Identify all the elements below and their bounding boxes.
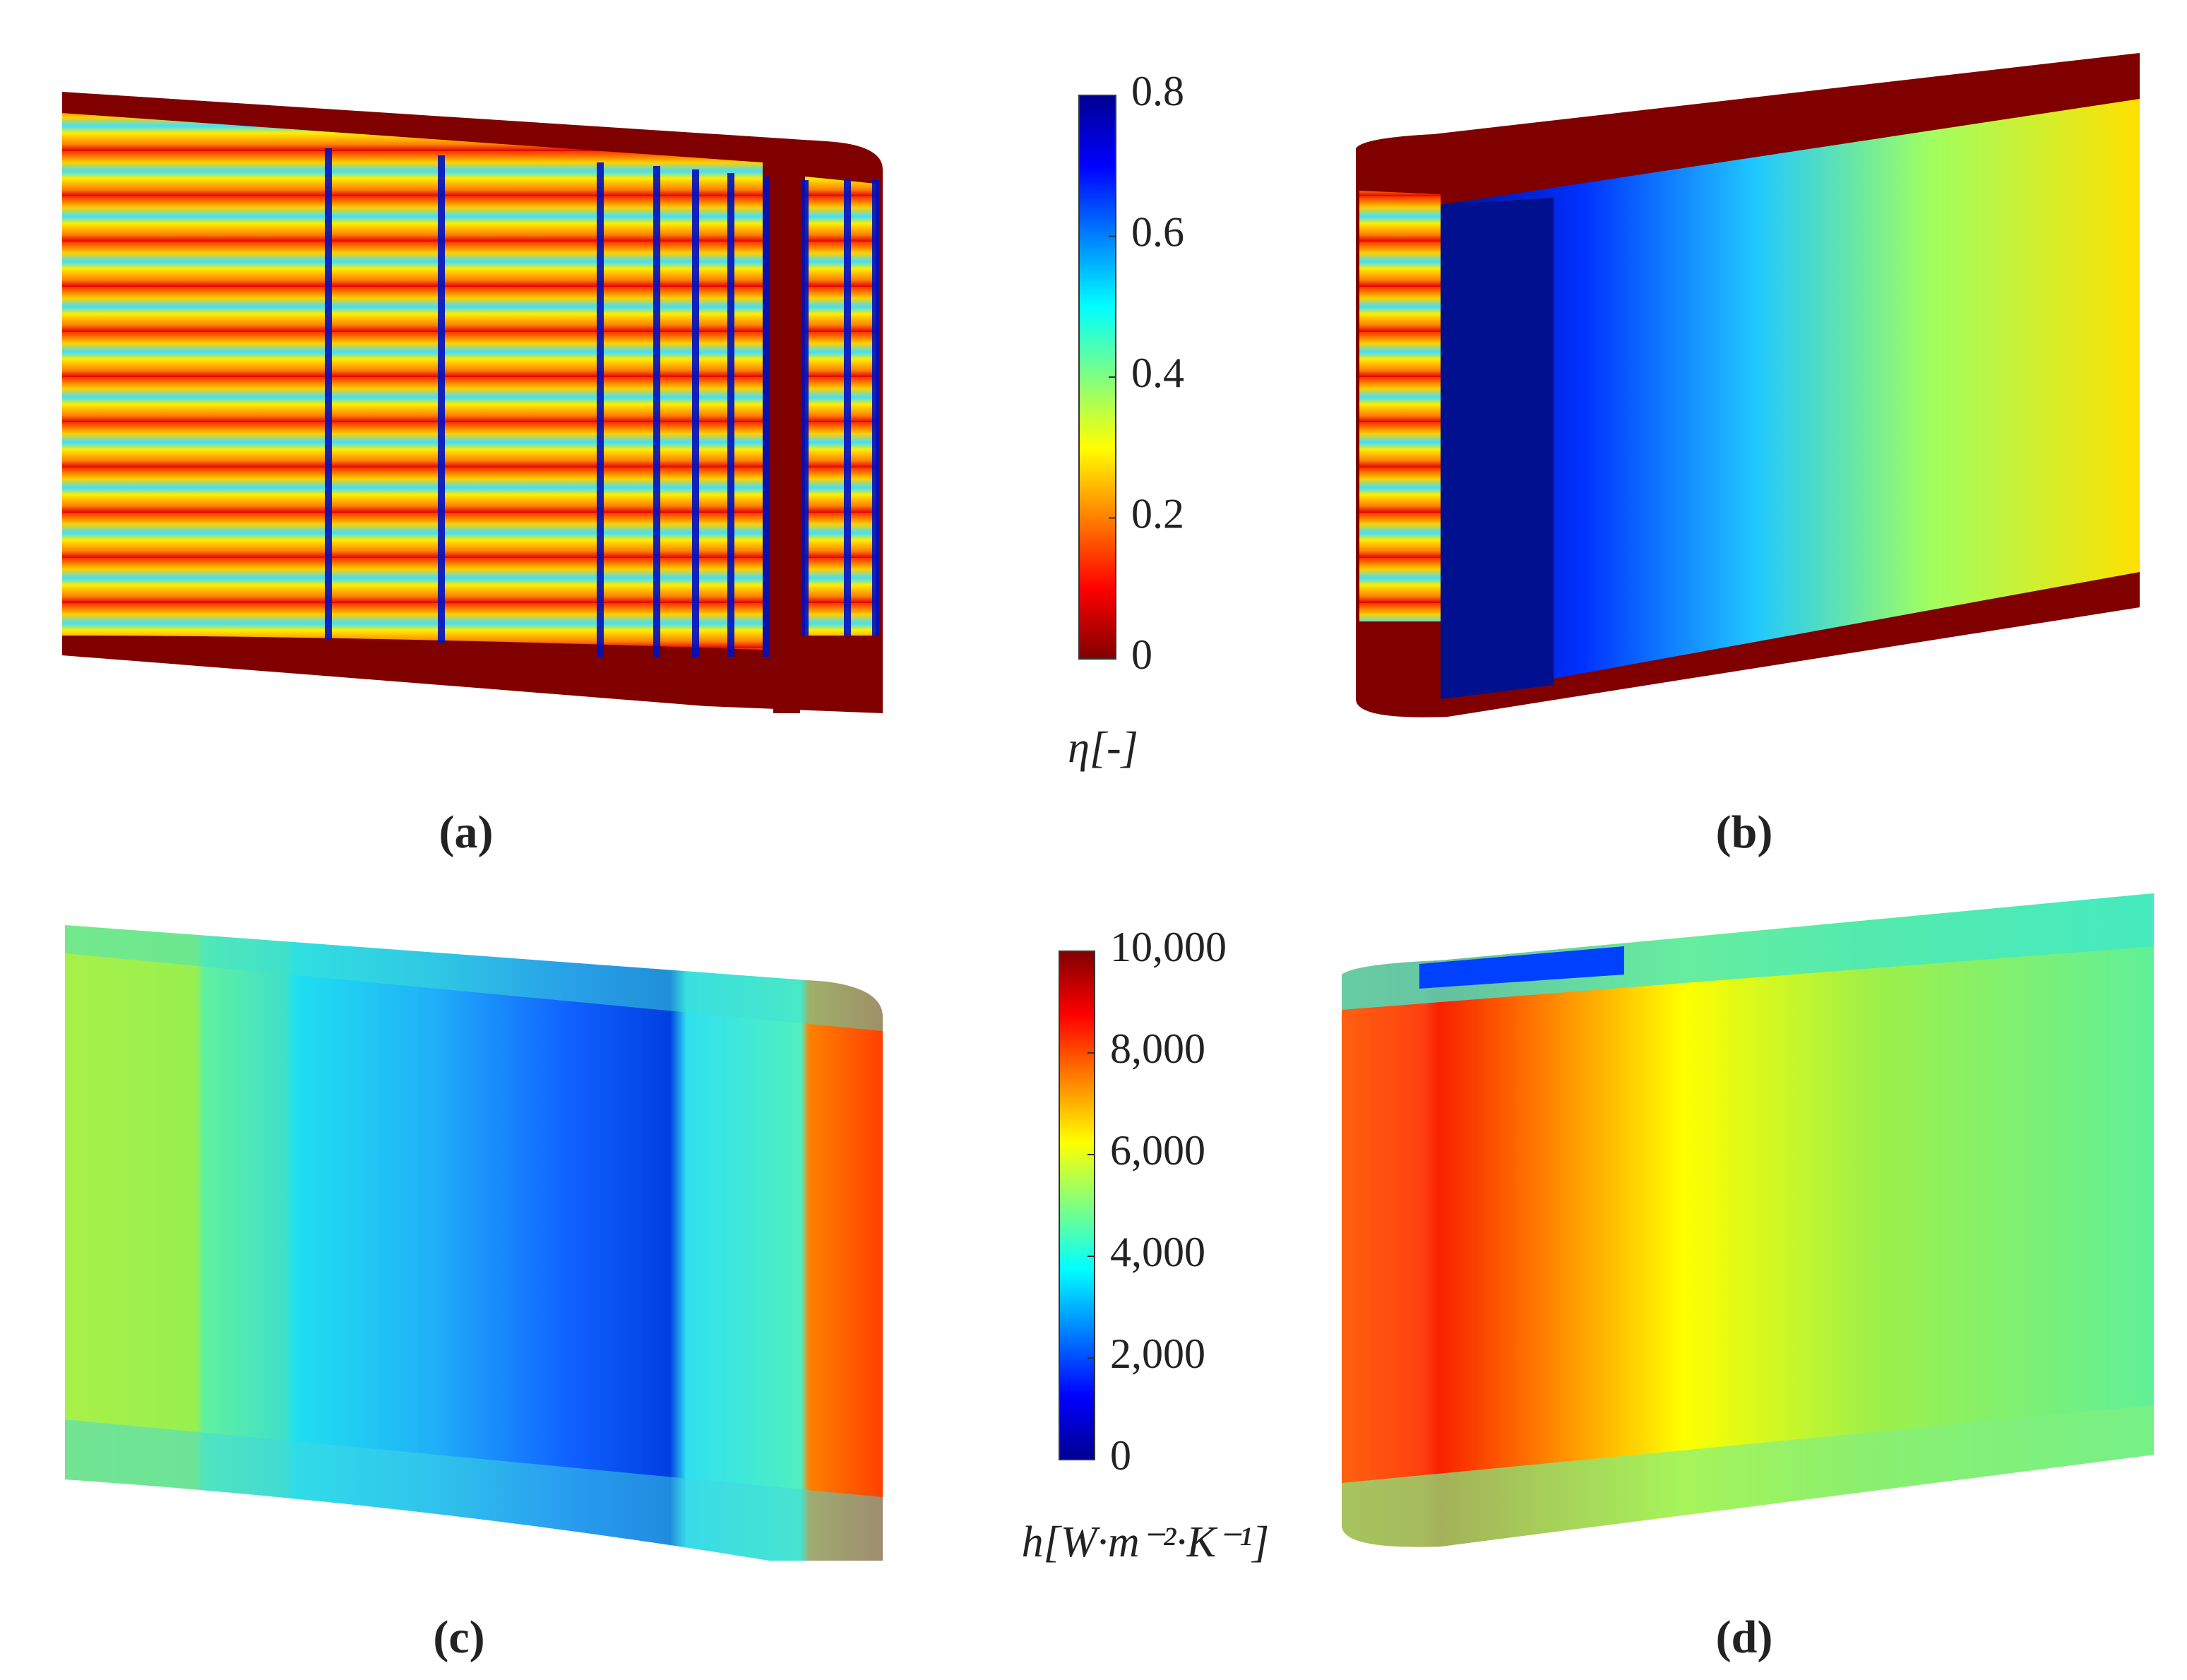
contour-b xyxy=(1356,53,2140,717)
colorbar-tick-label: 8,000 xyxy=(1110,1025,1205,1072)
colorbar-tick-label: 2,000 xyxy=(1110,1330,1205,1377)
colorbar-tick-label: 10,000 xyxy=(1110,924,1227,970)
contour-d xyxy=(1342,893,2154,1547)
colorbar-tick-label: 0.4 xyxy=(1131,350,1184,396)
colorbar-tick-label: 0 xyxy=(1110,1432,1131,1479)
colorbar xyxy=(1059,951,1095,1460)
colorbar-tick-label: 4,000 xyxy=(1110,1229,1205,1275)
panel-label: (c) xyxy=(433,1612,484,1663)
panel-label: (a) xyxy=(439,806,494,858)
colorbar-label: η[-] xyxy=(1068,724,1138,772)
panel-label: (d) xyxy=(1716,1612,1773,1663)
colorbar-tick-label: 6,000 xyxy=(1110,1127,1205,1174)
contour-a xyxy=(62,92,883,713)
colorbar-tick-label: 0.2 xyxy=(1131,490,1184,537)
colorbar-tick-label: 0.6 xyxy=(1131,208,1184,255)
colorbar-label: h[W·m⁻²·K⁻¹] xyxy=(1022,1518,1270,1566)
colorbar-tick-label: 0 xyxy=(1131,631,1152,678)
contour-c xyxy=(65,925,883,1561)
colorbar-tick-label: 0.8 xyxy=(1131,68,1184,114)
panel-label: (b) xyxy=(1716,806,1773,858)
